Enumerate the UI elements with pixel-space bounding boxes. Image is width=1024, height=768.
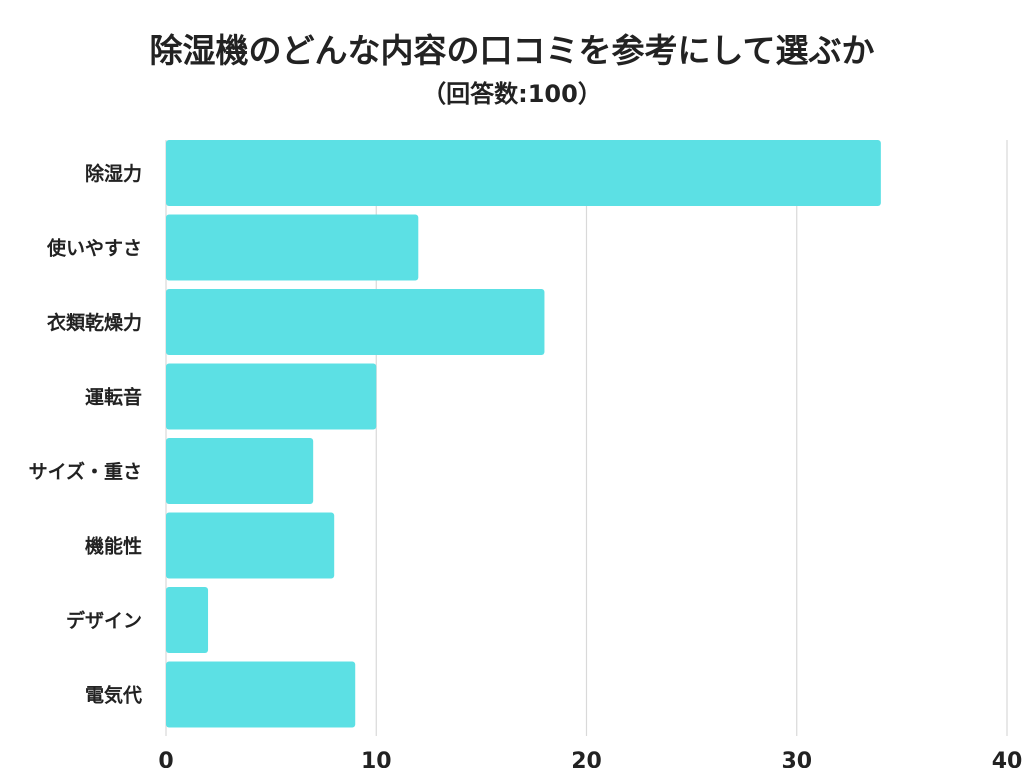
bars: [166, 140, 881, 728]
x-axis-tick-labels: 0 10 20 30 40: [158, 749, 1022, 768]
bar: [166, 512, 335, 579]
category-label: 衣類乾燥力: [47, 311, 142, 334]
category-label: 電気代: [85, 684, 142, 707]
x-tick-label: 20: [571, 749, 602, 768]
category-label: 使いやすさ: [46, 238, 142, 260]
bar: [166, 438, 314, 504]
category-label: 運転音: [85, 386, 142, 409]
category-label: デザイン: [66, 609, 142, 632]
bar: [166, 661, 356, 728]
bar: [166, 289, 545, 355]
x-tick-label: 40: [992, 749, 1023, 768]
chart-title: 除湿機のどんな内容の口コミを参考にして選ぶか: [149, 31, 875, 70]
category-label: 機能性: [85, 535, 142, 558]
bar: [166, 587, 209, 653]
category-label: サイズ・重さ: [29, 460, 142, 483]
bar: [166, 214, 419, 281]
chart-subtitle: （回答数:100）: [422, 80, 602, 108]
x-tick-label: 10: [361, 749, 392, 768]
bar: [166, 363, 377, 430]
x-tick-label: 30: [781, 749, 812, 768]
category-label: 除湿力: [85, 162, 142, 185]
x-tick-label: 0: [158, 749, 173, 768]
bar: [166, 140, 881, 206]
